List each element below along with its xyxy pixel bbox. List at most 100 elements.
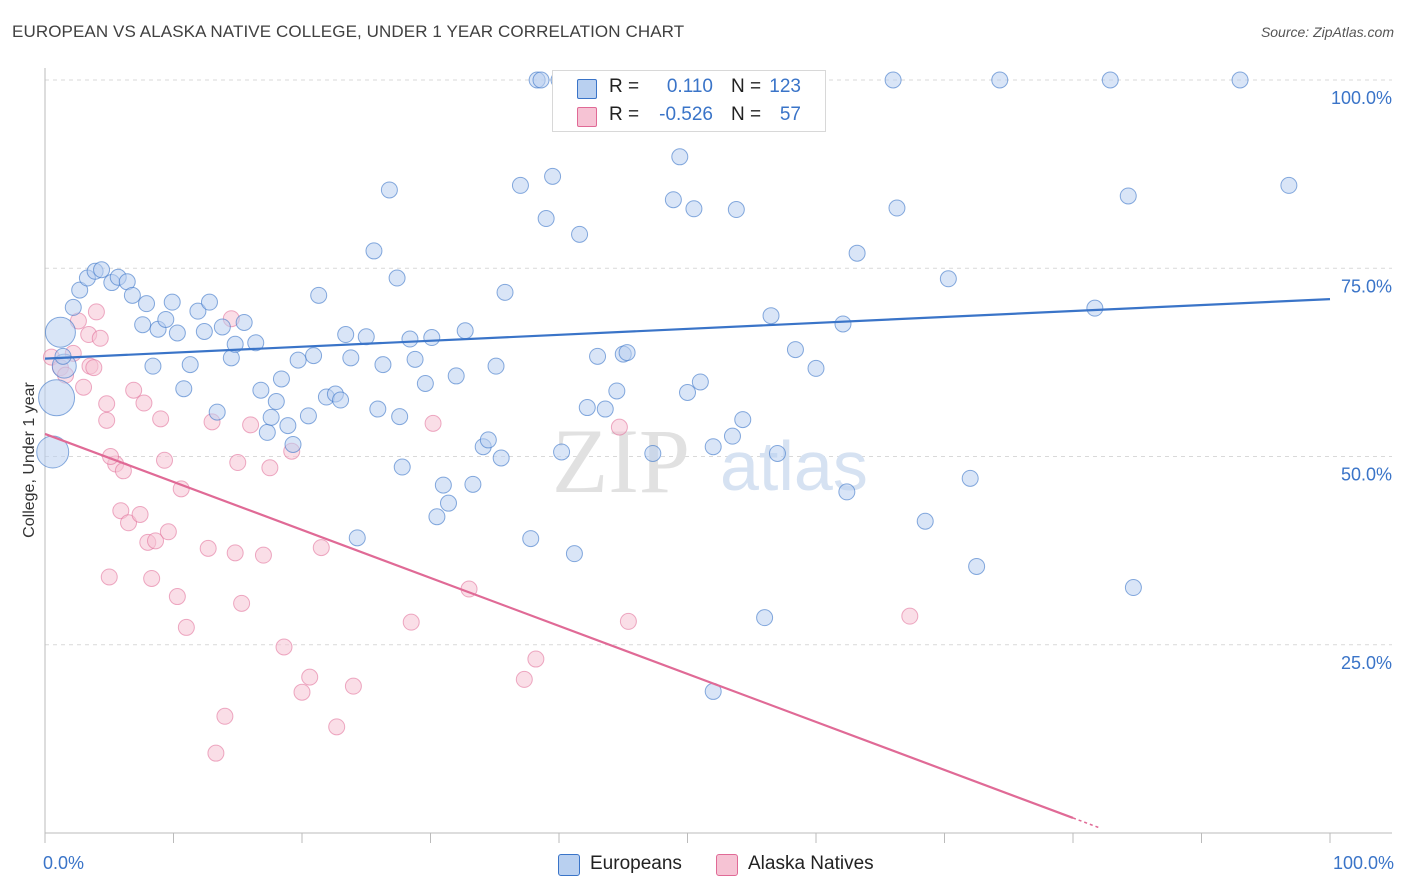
alaska-natives-point	[125, 381, 143, 399]
europeans-point	[357, 328, 375, 346]
europeans-point	[299, 407, 317, 425]
europeans-point	[401, 330, 419, 348]
europeans-point	[834, 315, 852, 333]
alaska-natives-point	[159, 523, 177, 541]
europeans-point	[416, 374, 434, 392]
europeans-point	[388, 269, 406, 287]
europeans-point	[226, 335, 244, 353]
europeans-point	[447, 367, 465, 385]
n-label: N =	[731, 76, 762, 97]
europeans-point	[391, 408, 409, 426]
europeans-point	[679, 383, 696, 401]
europeans-point	[544, 167, 562, 185]
alaska-natives-point	[619, 612, 637, 630]
n-value: 123	[769, 76, 801, 97]
europeans-point	[272, 370, 290, 388]
europeans-point	[734, 411, 752, 429]
europeans-swatch	[558, 854, 580, 876]
alaska-natives-point	[135, 394, 153, 412]
europeans-point	[332, 391, 350, 409]
europeans-point	[380, 181, 398, 199]
europeans-point	[553, 443, 571, 461]
alaska-natives-points	[42, 303, 919, 762]
europeans-point	[71, 281, 89, 299]
europeans-point	[262, 408, 280, 426]
europeans-point	[768, 444, 786, 462]
alaska-natives-point	[216, 707, 234, 725]
source-label: Source: ZipAtlas.com	[1260, 24, 1394, 40]
alaska-natives-point	[199, 539, 217, 557]
europeans-point	[671, 148, 689, 166]
europeans-point	[289, 351, 307, 369]
europeans-point	[434, 476, 452, 494]
europeans-point	[144, 357, 162, 375]
alaska-natives-point	[610, 418, 628, 436]
europeans-point	[496, 283, 514, 301]
alaska-natives-point	[91, 329, 109, 347]
alaska-natives-point	[293, 683, 311, 701]
r-value: -0.526	[659, 104, 713, 125]
europeans-point	[492, 449, 510, 467]
europeans-label: Europeans	[590, 853, 682, 874]
europeans-point	[888, 199, 906, 217]
europeans-point	[596, 400, 614, 418]
alaska-natives-point	[344, 677, 362, 695]
europeans-point	[1231, 71, 1249, 89]
europeans-point	[578, 399, 596, 417]
alaska-natives-point	[131, 505, 149, 523]
europeans-point	[786, 341, 804, 359]
europeans-point	[762, 307, 780, 325]
europeans-swatch	[577, 79, 597, 99]
n-value: 57	[779, 104, 801, 125]
alaska-natives-point	[261, 459, 279, 477]
europeans-point	[537, 210, 555, 228]
alaska-natives-point	[98, 411, 116, 429]
europeans-point	[685, 200, 703, 218]
tick-labels: 25.0% 50.0% 75.0% 100.0% 0.0% 100.0%	[43, 88, 1394, 873]
europeans-point	[1086, 299, 1104, 317]
europeans-point	[1280, 176, 1298, 194]
alaska-natives-point	[100, 568, 118, 586]
europeans-point	[487, 357, 505, 375]
legend-row-alaska: R = -0.526 N = 57	[553, 101, 825, 129]
europeans-point	[369, 400, 387, 418]
europeans-point	[342, 349, 360, 367]
europeans-point	[348, 529, 366, 547]
alaska-natives-point	[301, 668, 319, 686]
legend-item-europeans: Europeans	[558, 852, 698, 878]
axes	[44, 68, 1392, 843]
europeans-point	[195, 323, 213, 341]
europeans-point	[723, 427, 741, 445]
alaska-natives-point	[75, 378, 93, 396]
europeans-point	[968, 557, 986, 575]
alaska-swatch	[577, 107, 597, 127]
y-axis-label: College, Under 1 year	[21, 382, 38, 538]
y-tick-label: 25.0%	[1341, 653, 1392, 673]
europeans-point	[511, 176, 529, 194]
europeans-point	[200, 293, 218, 311]
europeans-point	[175, 380, 193, 398]
alaska-natives-point	[156, 451, 174, 469]
alaska-natives-point	[233, 594, 251, 612]
europeans-point	[691, 373, 709, 391]
europeans-point	[44, 316, 76, 348]
legend-item-alaska-natives: Alaska Natives	[716, 852, 896, 878]
europeans-point	[618, 344, 636, 362]
europeans-point	[464, 475, 482, 493]
europeans-point	[93, 261, 111, 279]
alaska-natives-point	[275, 638, 293, 656]
europeans-point	[756, 609, 774, 627]
europeans-point	[374, 356, 392, 374]
europeans-point	[439, 494, 457, 512]
europeans-point	[1124, 579, 1142, 597]
europeans-point	[365, 242, 383, 260]
europeans-point	[64, 298, 82, 316]
alaska-natives-point	[177, 618, 195, 636]
alaska-natives-point	[87, 303, 105, 321]
europeans-point	[134, 316, 152, 334]
europeans-point	[571, 225, 589, 243]
europeans-trend-line	[44, 298, 1331, 360]
europeans-point	[181, 356, 199, 374]
europeans-point	[123, 286, 141, 304]
